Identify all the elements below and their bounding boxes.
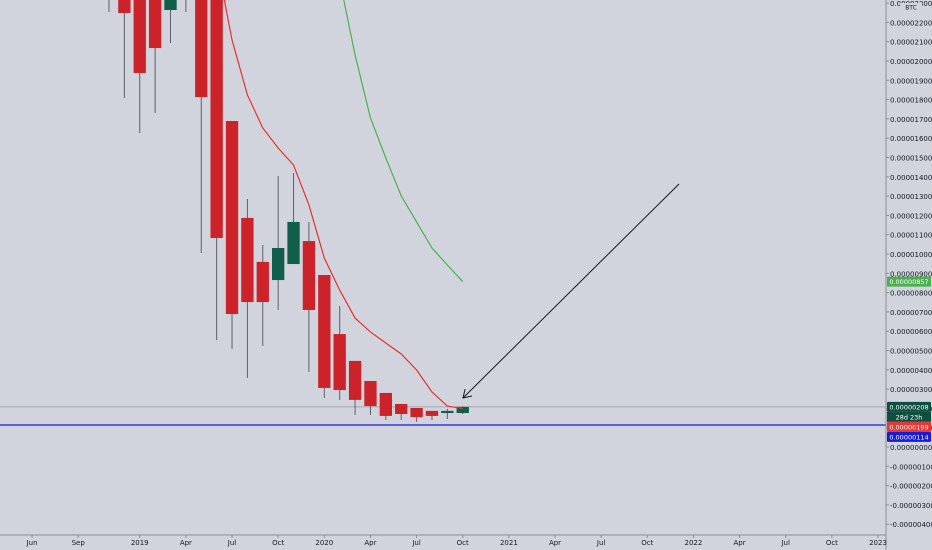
price-tag-label: 0.00000114 [889, 433, 928, 441]
currency-label: BTC [905, 5, 917, 12]
candle-body [410, 408, 423, 418]
y-tick-label: 0.00001200 [890, 212, 932, 220]
x-tick-label: 2019 [131, 539, 149, 547]
x-tick-label: 2020 [315, 539, 333, 547]
price-tag-label: 0.00000857 [889, 278, 928, 286]
candle-body [425, 410, 439, 416]
countdown-label: 28d 23h [896, 413, 923, 421]
candle-body [348, 360, 362, 400]
y-tick-label: 0.00000400 [890, 367, 932, 375]
price-tag-label: 0.00000199 [889, 423, 928, 431]
moving-average-line [223, 0, 463, 410]
x-tick-label: Jun [26, 539, 38, 547]
x-tick-label: Apr [180, 539, 192, 547]
candle-body [395, 403, 408, 414]
x-tick-label: Jul [780, 539, 790, 547]
y-tick-label: 0.00000900 [890, 270, 932, 278]
y-tick-label: -0.00000400 [890, 521, 932, 529]
y-tick-label: 0.00000500 [890, 347, 932, 355]
x-tick-label: 2021 [500, 539, 518, 547]
y-tick-label: 0.00000000 [890, 444, 932, 452]
y-tick-label: 0.00001400 [890, 174, 932, 182]
candle-body [256, 261, 269, 303]
y-tick-label: -0.00000100 [890, 463, 932, 471]
candle-body [272, 248, 285, 281]
candle-body [441, 410, 454, 414]
candle-body [210, 0, 223, 238]
currency-box [900, 3, 922, 12]
y-tick-label: 0.00000800 [890, 290, 932, 298]
price-tag [887, 431, 931, 442]
y-tick-label: 0.00002200 [890, 19, 932, 27]
price-tag-label: 0.00000208 [889, 403, 928, 411]
x-tick-label: Oct [272, 539, 284, 547]
candle-body [333, 334, 346, 391]
candle-body [241, 217, 254, 303]
candle-body [364, 380, 377, 407]
x-tick-label: Apr [734, 539, 746, 547]
y-tick-label: 0.00000600 [890, 328, 932, 336]
x-tick-label: Jul [227, 539, 237, 547]
y-tick-label: 0.00001500 [890, 154, 932, 162]
candle-body [287, 221, 300, 265]
y-tick-label: -0.00000200 [890, 483, 932, 491]
x-tick-label: 2023 [869, 539, 887, 547]
arrow-annotation [463, 183, 680, 398]
x-tick-label: Apr [364, 539, 376, 547]
countdown-box [887, 411, 931, 422]
y-tick-label: 0.00001300 [890, 193, 932, 201]
x-tick-label: Sep [72, 539, 86, 547]
x-tick-label: Apr [549, 539, 561, 547]
y-tick-label: 0.00000700 [890, 309, 932, 317]
candle-body [302, 241, 316, 310]
y-tick-label: 0.00001000 [890, 251, 932, 259]
y-tick-label: 0.00002100 [890, 39, 932, 47]
candle-body [148, 0, 162, 49]
y-tick-label: 0.00001800 [890, 97, 932, 105]
price-tags: 0.00000857 0.00000208 28d 23h 0.00000199 0.0… [887, 276, 931, 442]
candle-body [318, 275, 331, 388]
price-tag [887, 276, 931, 287]
x-tick-label: 2022 [685, 539, 703, 547]
price-tag [887, 401, 931, 412]
candle-body [118, 0, 131, 13]
candle-body [133, 0, 146, 73]
x-tick-label: Oct [826, 539, 838, 547]
y-tick-label: 0.00001100 [890, 232, 932, 240]
y-tick-label: 0.00001600 [890, 135, 932, 143]
axes: 0.000023000.000022000.000021000.00002000… [26, 0, 932, 547]
candle-body [225, 121, 239, 315]
y-tick-label: 0.00001900 [890, 77, 932, 85]
x-tick-label: Oct [457, 539, 469, 547]
price-tag [887, 421, 931, 432]
moving-average-line [343, 0, 464, 282]
x-tick-label: Jul [411, 539, 421, 547]
y-tick-label: 0.00002000 [890, 58, 932, 66]
y-tick-label: -0.00000300 [890, 502, 932, 510]
y-tick-label: 0.00000300 [890, 386, 932, 394]
candle-body [379, 392, 392, 416]
y-tick-label: 0.00001700 [890, 116, 932, 124]
candle-body [164, 0, 177, 11]
candle-body [456, 406, 469, 414]
x-tick-label: Jul [596, 539, 606, 547]
plot-area [0, 0, 886, 426]
x-tick-label: Oct [641, 539, 653, 547]
candle-body [195, 0, 208, 98]
